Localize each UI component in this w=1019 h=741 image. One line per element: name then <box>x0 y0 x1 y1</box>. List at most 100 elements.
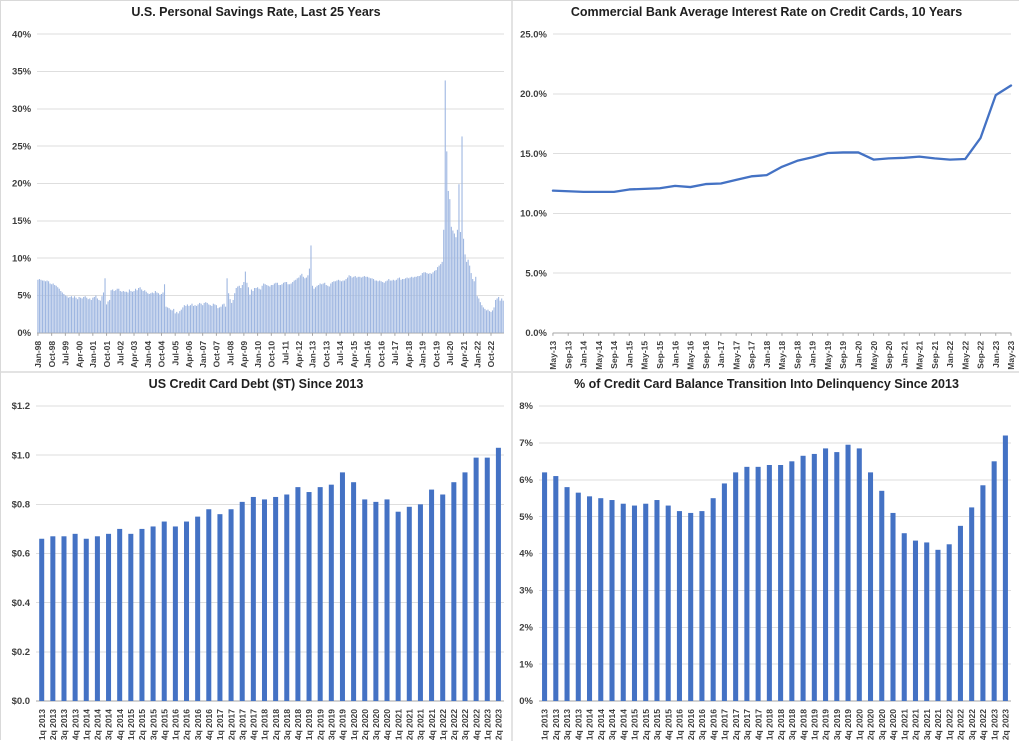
svg-text:2q 2017: 2q 2017 <box>226 709 236 740</box>
svg-text:20%: 20% <box>12 179 32 190</box>
svg-text:3q 2021: 3q 2021 <box>922 709 932 740</box>
svg-text:Jan-04: Jan-04 <box>143 341 153 368</box>
svg-text:Jul-99: Jul-99 <box>61 341 71 366</box>
credit-card-interest-rate-chart-canvas: 0.0% 5.0% 10.0% 15.0% 20.0% 25.0% May-13 Sep-13… <box>520 29 1016 370</box>
svg-text:3q 2022: 3q 2022 <box>460 709 470 740</box>
svg-text:2q 2022: 2q 2022 <box>956 709 966 740</box>
svg-text:May-21: May-21 <box>915 341 925 370</box>
svg-text:1q 2020: 1q 2020 <box>854 709 864 740</box>
svg-text:Oct-13: Oct-13 <box>321 341 331 368</box>
credit-card-debt-chart-canvas: $0.0$0.2$0.4$0.6$0.8$1.0$1.21q 2013 2q 20… <box>12 401 504 740</box>
svg-text:May-23: May-23 <box>1006 341 1016 370</box>
svg-text:4q 2015: 4q 2015 <box>159 709 169 740</box>
svg-text:5.0%: 5.0% <box>525 268 547 279</box>
svg-text:1q 2021: 1q 2021 <box>393 709 403 740</box>
svg-text:Sep-16: Sep-16 <box>701 341 711 369</box>
svg-text:3q 2016: 3q 2016 <box>697 709 707 740</box>
svg-text:1q 2017: 1q 2017 <box>720 709 730 740</box>
svg-text:2q 2015: 2q 2015 <box>641 709 651 740</box>
svg-text:1q 2022: 1q 2022 <box>438 709 448 740</box>
svg-text:3q 2017: 3q 2017 <box>742 709 752 740</box>
svg-text:Sep-20: Sep-20 <box>884 341 894 369</box>
personal-savings-rate-chart-canvas: 0% 5% 10% 15% 20% 25% 30% 35% 40% Jan-98 Oct-98 Jul… <box>12 29 504 368</box>
svg-text:2q 2016: 2q 2016 <box>182 709 192 740</box>
svg-text:Jul-08: Jul-08 <box>225 341 235 366</box>
svg-text:4q 2016: 4q 2016 <box>708 709 718 740</box>
svg-text:1q 2013: 1q 2013 <box>540 709 550 740</box>
svg-text:2q 2023: 2q 2023 <box>494 709 504 740</box>
svg-text:May-15: May-15 <box>640 341 650 370</box>
svg-text:Jan-20: Jan-20 <box>854 341 864 368</box>
svg-text:4q 2020: 4q 2020 <box>382 709 392 740</box>
svg-text:2q 2019: 2q 2019 <box>315 709 325 740</box>
svg-text:35%: 35% <box>12 67 32 78</box>
svg-text:30%: 30% <box>12 104 32 115</box>
svg-text:0.0%: 0.0% <box>525 328 547 339</box>
svg-text:Apr-21: Apr-21 <box>459 341 469 368</box>
svg-text:3q 2015: 3q 2015 <box>652 709 662 740</box>
svg-text:3q 2015: 3q 2015 <box>148 709 158 740</box>
svg-text:May-18: May-18 <box>777 341 787 370</box>
svg-text:Oct-16: Oct-16 <box>376 341 386 368</box>
svg-text:10%: 10% <box>12 253 32 264</box>
svg-text:4%: 4% <box>519 549 533 560</box>
svg-text:15.0%: 15.0% <box>520 149 547 160</box>
svg-text:2q 2016: 2q 2016 <box>686 709 696 740</box>
svg-text:Jan-10: Jan-10 <box>253 341 263 368</box>
svg-text:2q 2014: 2q 2014 <box>596 709 606 740</box>
svg-text:Sep-18: Sep-18 <box>792 341 802 369</box>
svg-text:Jul-05: Jul-05 <box>170 341 180 366</box>
svg-text:2q 2022: 2q 2022 <box>449 709 459 740</box>
svg-text:Oct-01: Oct-01 <box>102 341 112 368</box>
svg-text:2q 2021: 2q 2021 <box>911 709 921 740</box>
svg-text:$0.6: $0.6 <box>12 549 31 560</box>
svg-text:2q 2019: 2q 2019 <box>821 709 831 740</box>
svg-text:May-20: May-20 <box>869 341 879 370</box>
svg-text:Jan-22: Jan-22 <box>472 341 482 368</box>
svg-text:Jul-14: Jul-14 <box>335 341 345 366</box>
svg-text:3q 2017: 3q 2017 <box>237 709 247 740</box>
svg-text:Sep-13: Sep-13 <box>563 341 573 369</box>
svg-text:1q 2013: 1q 2013 <box>37 709 47 740</box>
svg-text:25%: 25% <box>12 141 32 152</box>
svg-text:4q 2014: 4q 2014 <box>618 709 628 740</box>
svg-text:Jan-07: Jan-07 <box>198 341 208 368</box>
svg-text:Sep-19: Sep-19 <box>838 341 848 369</box>
svg-text:5%: 5% <box>519 512 533 523</box>
svg-text:Oct-19: Oct-19 <box>431 341 441 368</box>
svg-text:Oct-07: Oct-07 <box>212 341 222 368</box>
svg-text:May-14: May-14 <box>594 341 604 370</box>
delinquency-transition-rate-chart-canvas: 0%1%2%3%4%5%6%7%8%1q 2013 2q 2013 3q 2013 4… <box>519 401 1012 740</box>
svg-text:1q 2016: 1q 2016 <box>675 709 685 740</box>
svg-text:Sep-21: Sep-21 <box>930 341 940 369</box>
svg-text:1q 2023: 1q 2023 <box>482 709 492 740</box>
svg-text:May-16: May-16 <box>686 341 696 370</box>
svg-text:1%: 1% <box>519 659 533 670</box>
svg-text:3q 2013: 3q 2013 <box>59 709 69 740</box>
svg-text:20.0%: 20.0% <box>520 89 547 100</box>
svg-text:Jan-01: Jan-01 <box>88 341 98 368</box>
svg-text:Sep-17: Sep-17 <box>747 341 757 369</box>
svg-text:4q 2014: 4q 2014 <box>115 709 125 740</box>
svg-text:Jan-16: Jan-16 <box>363 341 373 368</box>
svg-text:$1.0: $1.0 <box>12 450 31 461</box>
svg-text:Oct-04: Oct-04 <box>157 341 167 368</box>
svg-text:3q 2020: 3q 2020 <box>371 709 381 740</box>
svg-text:3q 2019: 3q 2019 <box>327 709 337 740</box>
svg-text:0%: 0% <box>519 696 533 707</box>
svg-text:1q 2022: 1q 2022 <box>944 709 954 740</box>
svg-text:1q 2019: 1q 2019 <box>304 709 314 740</box>
svg-text:1q 2019: 1q 2019 <box>810 709 820 740</box>
svg-text:4q 2019: 4q 2019 <box>338 709 348 740</box>
svg-text:3q 2013: 3q 2013 <box>562 709 572 740</box>
svg-text:May-13: May-13 <box>548 341 558 370</box>
svg-text:May-17: May-17 <box>731 341 741 370</box>
svg-text:3q 2014: 3q 2014 <box>607 709 617 740</box>
svg-text:Oct-10: Oct-10 <box>267 341 277 368</box>
svg-text:1q 2018: 1q 2018 <box>765 709 775 740</box>
panel-credit-card-debt: US Credit Card Debt ($T) Since 2013 $0.0… <box>1 371 511 741</box>
svg-text:1q 2015: 1q 2015 <box>126 709 136 740</box>
svg-text:4q 2015: 4q 2015 <box>663 709 673 740</box>
svg-text:5%: 5% <box>17 291 31 302</box>
